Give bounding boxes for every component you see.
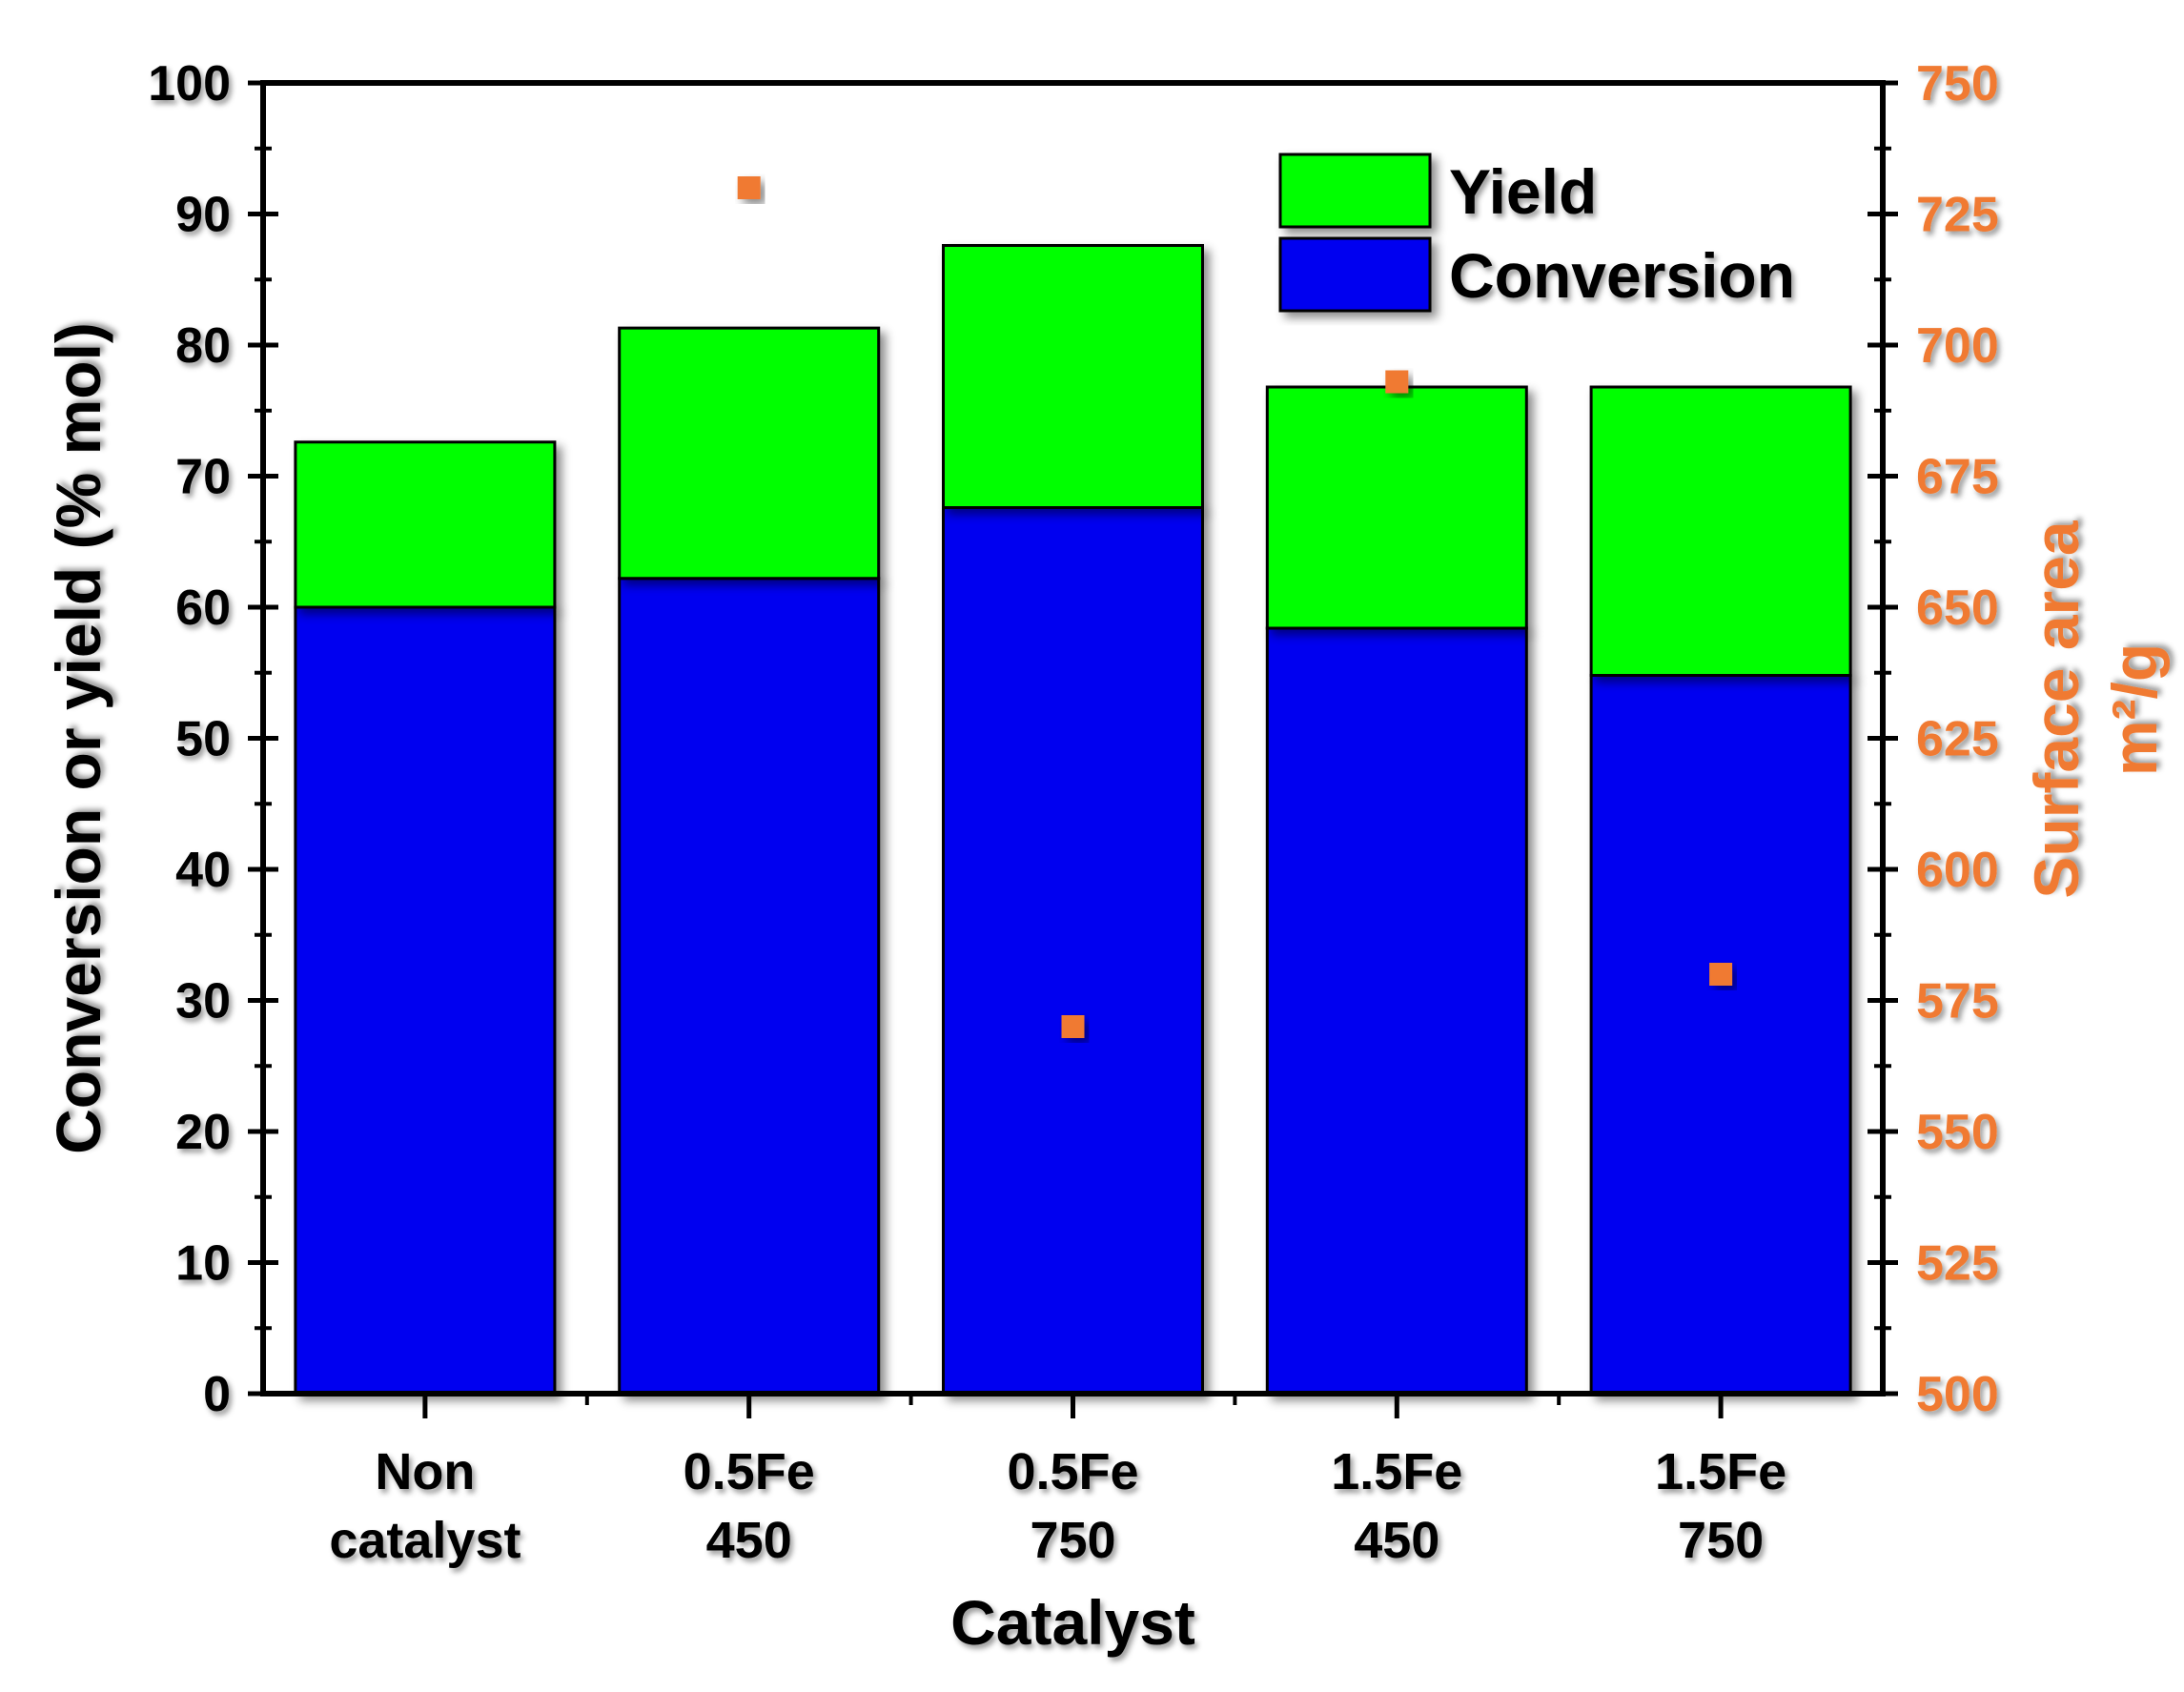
- x-tick-label: catalyst: [329, 1512, 520, 1569]
- surface-area-point-3: [1385, 370, 1409, 394]
- bar-yield-3: [1265, 385, 1528, 630]
- y-tick-label: 30: [175, 974, 231, 1029]
- bar-conversion-2: [942, 506, 1204, 1396]
- bar-conversion-1: [618, 577, 881, 1396]
- legend-label-conversion: Conversion: [1449, 240, 1795, 311]
- y2-tick-label: 725: [1916, 188, 1999, 243]
- x-tick-label: 1.5Fe: [1655, 1443, 1786, 1500]
- y-tick-label: 0: [203, 1367, 231, 1422]
- bar-yield-2: [942, 244, 1204, 509]
- legend: Yield Conversion: [1278, 153, 1795, 313]
- x-tick-label: 750: [1030, 1512, 1115, 1569]
- surface-area-point-4: [1709, 963, 1733, 986]
- labels-group: 0 10 20 30 40 50 60 70 80 90 100 500 525 550 575 600 625…: [43, 56, 2170, 1658]
- bar-yield-4: [1589, 385, 1852, 677]
- legend-label-yield: Yield: [1449, 156, 1597, 227]
- x-tick-label: 0.5Fe: [1007, 1443, 1138, 1500]
- x-tick-label: Non: [375, 1443, 475, 1500]
- y2-tick-label: 600: [1916, 843, 1999, 898]
- x-tick-label: 0.5Fe: [684, 1443, 815, 1500]
- y2-axis-unit: m²/g: [2099, 643, 2170, 776]
- x-tick-label: 450: [1354, 1512, 1439, 1569]
- surface-area-point-2: [1061, 1015, 1085, 1038]
- y-tick-label: 70: [175, 450, 231, 505]
- y2-tick-label: 525: [1916, 1236, 1999, 1292]
- surface-area-markers: [737, 176, 1733, 1038]
- y-tick-label: 100: [148, 56, 231, 112]
- bar-conversion-0: [294, 605, 557, 1396]
- y2-tick-label: 750: [1916, 56, 1999, 112]
- y2-tick-label: 650: [1916, 581, 1999, 636]
- y2-axis-title: Surface area: [2021, 520, 2092, 899]
- x-tick-label: 750: [1678, 1512, 1764, 1569]
- y2-tick-label: 625: [1916, 712, 1999, 767]
- x-axis-title: Catalyst: [950, 1587, 1195, 1658]
- bar-yield-1: [618, 326, 881, 581]
- y2-tick-label: 675: [1916, 450, 1999, 505]
- y-tick-label: 40: [175, 843, 231, 898]
- bar-yield-0: [294, 440, 557, 609]
- y-tick-label: 10: [175, 1236, 231, 1292]
- y2-tick-label: 700: [1916, 318, 1999, 374]
- bar-conversion-3: [1265, 626, 1528, 1396]
- y-tick-label: 90: [175, 188, 231, 243]
- axes-group: [248, 80, 1898, 1418]
- y-tick-label: 80: [175, 318, 231, 374]
- y2-tick-label: 500: [1916, 1367, 1999, 1422]
- y-tick-label: 20: [175, 1105, 231, 1160]
- y2-tick-label: 550: [1916, 1105, 1999, 1160]
- bar-conversion-4: [1589, 674, 1852, 1396]
- y-tick-label: 50: [175, 712, 231, 767]
- bars-group: [294, 244, 1852, 1396]
- x-tick-label: 450: [706, 1512, 792, 1569]
- legend-swatch-yield: [1278, 153, 1432, 229]
- y2-tick-label: 575: [1916, 974, 1999, 1029]
- surface-area-point-1: [737, 176, 761, 199]
- y-axis-title: Conversion or yield (% mol): [43, 322, 113, 1154]
- x-tick-label: 1.5Fe: [1331, 1443, 1462, 1500]
- y-tick-label: 60: [175, 581, 231, 636]
- legend-swatch-conversion: [1278, 236, 1432, 313]
